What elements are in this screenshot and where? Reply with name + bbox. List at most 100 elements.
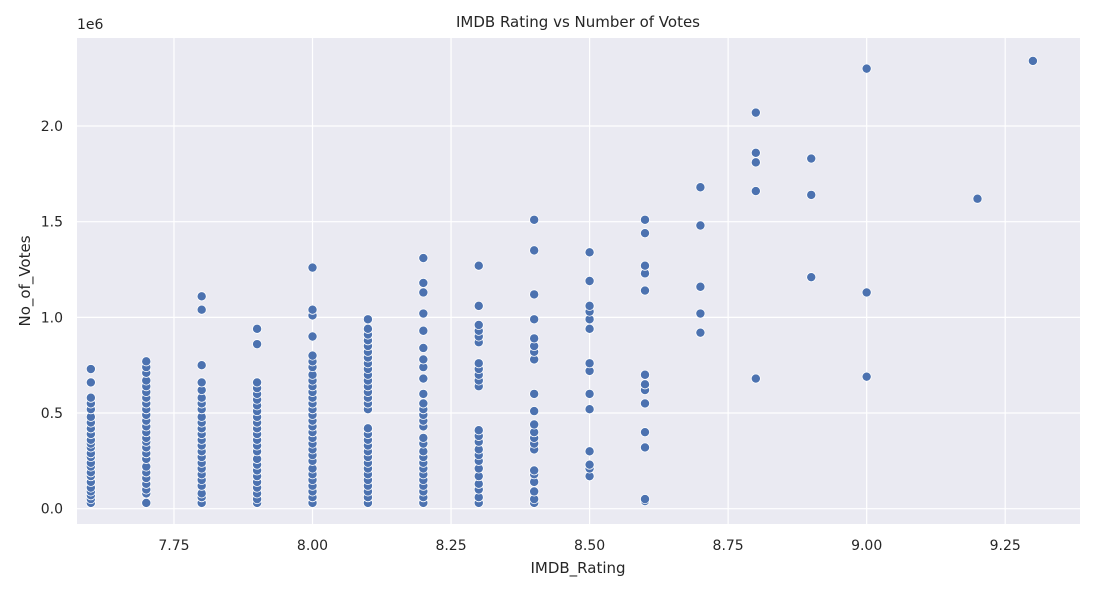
data-point [418,342,429,353]
data-point [1027,55,1038,66]
data-point [473,320,484,331]
x-tick-label: 8.00 [297,538,328,554]
data-point [806,272,817,283]
data-point [861,371,872,382]
data-point [584,446,595,457]
data-point [418,277,429,288]
data-point [418,373,429,384]
plot-area [77,38,1080,524]
data-point [362,314,373,325]
data-point [750,107,761,118]
data-point [639,494,650,505]
data-point [639,427,650,438]
data-point [196,377,207,388]
x-tick-label: 8.75 [713,538,744,554]
data-point [806,153,817,164]
data-point [307,304,318,315]
data-point [639,285,650,296]
data-point [418,398,429,409]
x-tick-label: 9.00 [851,538,882,554]
data-point [584,247,595,258]
data-point [695,220,706,231]
data-point [529,289,540,300]
data-point [529,314,540,325]
data-point [584,404,595,415]
data-point [252,377,263,388]
data-point [418,432,429,443]
data-point [639,214,650,225]
data-point [584,358,595,369]
data-point [695,182,706,193]
data-point [529,419,540,430]
data-point [196,360,207,371]
data-point [584,459,595,470]
data-point [806,189,817,200]
data-point [972,193,983,204]
y-tick-label: 1.5 [41,215,63,231]
data-point [196,304,207,315]
data-point [141,356,152,367]
data-point [639,228,650,239]
x-axis-label: IMDB_Rating [530,559,625,578]
data-point [252,323,263,334]
y-tick-label: 0.0 [41,502,63,518]
y-tick-label: 1.0 [41,310,63,326]
x-tick-labels: 7.75 8.00 8.25 8.50 8.75 9.00 9.25 [158,538,1020,554]
x-tick-label: 9.25 [990,538,1021,554]
y-offset-label: 1e6 [77,17,104,33]
data-point [307,262,318,273]
data-point [418,253,429,264]
data-point [695,281,706,292]
data-point [529,465,540,476]
data-point [639,260,650,271]
data-point [473,358,484,369]
data-point [473,260,484,271]
grid-lines [77,38,1080,524]
y-axis-label: No_of_Votes [16,235,35,326]
data-point [584,323,595,334]
data-point [750,186,761,197]
data-point [418,325,429,336]
data-point [418,354,429,365]
data-point [529,486,540,497]
data-point [85,364,96,375]
data-point [750,147,761,158]
data-point [529,214,540,225]
data-point [695,308,706,319]
data-point [584,388,595,399]
data-point [750,157,761,168]
data-point [85,392,96,403]
y-tick-labels: 0.0 0.5 1.0 1.5 2.0 [41,119,63,518]
data-point [529,406,540,417]
data-points [85,55,1038,508]
data-point [85,377,96,388]
data-point [473,425,484,436]
data-point [252,339,263,350]
data-point [639,379,650,390]
data-point [529,245,540,256]
x-tick-label: 8.50 [574,538,605,554]
data-point [307,331,318,342]
data-point [861,63,872,74]
data-point [639,398,650,409]
data-point [639,369,650,380]
data-point [307,350,318,361]
data-point [639,442,650,453]
y-tick-label: 2.0 [41,119,63,135]
data-point [584,275,595,286]
y-tick-label: 0.5 [41,406,63,422]
data-point [695,327,706,338]
data-point [473,300,484,311]
data-point [861,287,872,298]
data-point [750,373,761,384]
data-point [529,333,540,344]
data-point [418,388,429,399]
data-point [141,497,152,508]
data-point [418,308,429,319]
data-point [362,423,373,434]
chart-title: IMDB Rating vs Number of Votes [456,13,700,31]
data-point [362,323,373,334]
data-point [529,388,540,399]
data-point [584,300,595,311]
